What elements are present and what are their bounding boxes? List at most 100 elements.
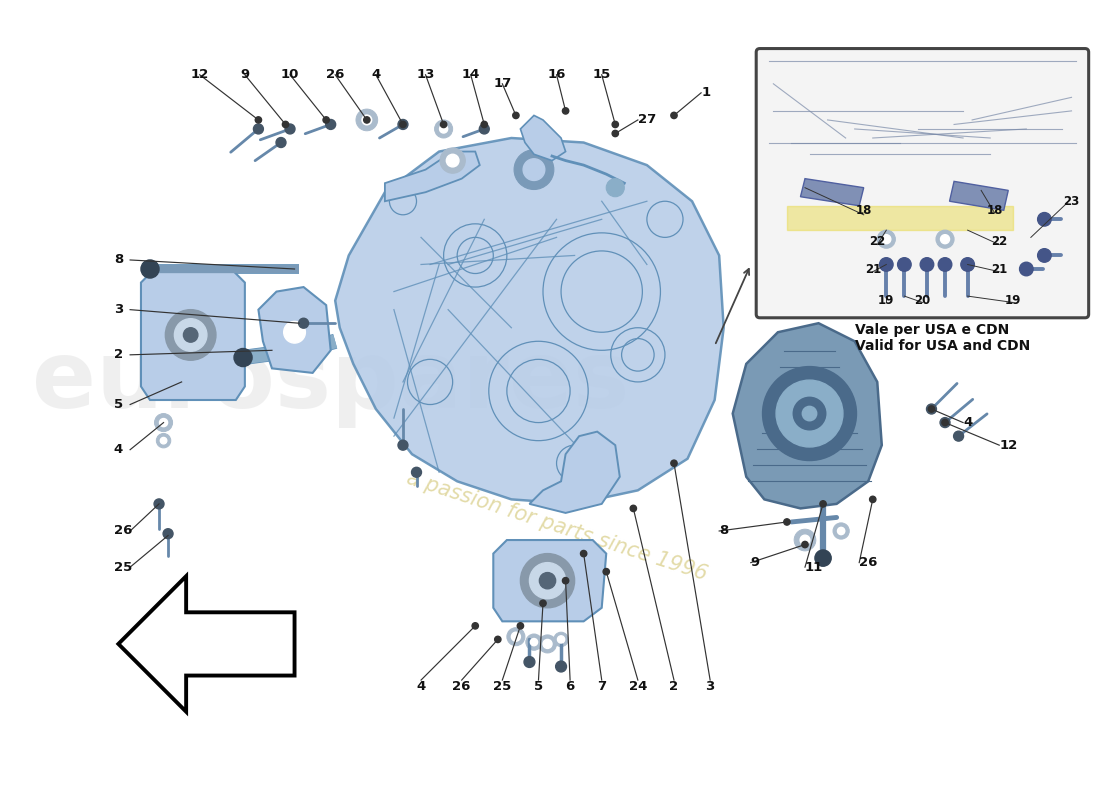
- Text: 4: 4: [417, 680, 426, 693]
- Circle shape: [481, 122, 487, 128]
- Circle shape: [298, 318, 309, 328]
- Polygon shape: [336, 138, 724, 504]
- Circle shape: [399, 122, 406, 128]
- Text: 20: 20: [914, 294, 931, 307]
- Polygon shape: [520, 115, 565, 161]
- Circle shape: [154, 414, 173, 432]
- Circle shape: [581, 550, 586, 557]
- Circle shape: [154, 499, 164, 509]
- FancyBboxPatch shape: [756, 49, 1089, 318]
- Circle shape: [507, 628, 525, 646]
- Text: 9: 9: [751, 556, 760, 569]
- Polygon shape: [493, 540, 606, 622]
- Circle shape: [553, 632, 569, 646]
- Text: 25: 25: [114, 561, 132, 574]
- Polygon shape: [258, 287, 331, 373]
- Circle shape: [543, 639, 552, 649]
- Circle shape: [398, 440, 408, 450]
- Polygon shape: [801, 178, 864, 206]
- Circle shape: [940, 418, 950, 427]
- Text: 19: 19: [878, 294, 894, 307]
- Circle shape: [440, 148, 465, 174]
- Text: 3: 3: [114, 303, 123, 316]
- Circle shape: [793, 398, 826, 430]
- Text: 7: 7: [597, 680, 606, 693]
- Text: 1: 1: [701, 86, 711, 99]
- Circle shape: [440, 122, 447, 128]
- Circle shape: [434, 120, 453, 138]
- Circle shape: [802, 406, 816, 421]
- Text: 3: 3: [705, 680, 715, 693]
- Circle shape: [928, 406, 935, 412]
- Circle shape: [837, 527, 845, 534]
- Circle shape: [513, 112, 519, 118]
- Circle shape: [411, 467, 421, 478]
- Circle shape: [762, 366, 857, 461]
- Circle shape: [253, 124, 263, 134]
- Circle shape: [160, 418, 167, 426]
- Text: 8: 8: [114, 254, 123, 266]
- Circle shape: [480, 124, 490, 134]
- Circle shape: [671, 460, 678, 466]
- Circle shape: [562, 578, 569, 584]
- Circle shape: [612, 122, 618, 128]
- Text: 24: 24: [629, 680, 647, 693]
- Text: 5: 5: [534, 680, 543, 693]
- Circle shape: [630, 506, 637, 511]
- Circle shape: [878, 230, 895, 248]
- Circle shape: [539, 573, 556, 589]
- Circle shape: [954, 431, 964, 441]
- Polygon shape: [141, 269, 245, 400]
- Text: Vale per USA e CDN: Vale per USA e CDN: [855, 323, 1009, 338]
- Text: 26: 26: [452, 680, 471, 693]
- Text: 4: 4: [114, 443, 123, 456]
- Circle shape: [938, 258, 952, 271]
- Circle shape: [558, 636, 564, 643]
- Circle shape: [833, 523, 849, 539]
- Circle shape: [512, 632, 520, 642]
- Text: 9: 9: [240, 68, 250, 82]
- Circle shape: [284, 322, 306, 343]
- Text: 4: 4: [371, 68, 381, 82]
- Circle shape: [936, 230, 954, 248]
- Circle shape: [165, 310, 216, 360]
- Circle shape: [539, 635, 557, 653]
- Circle shape: [447, 154, 459, 167]
- Circle shape: [898, 258, 911, 271]
- Circle shape: [364, 117, 370, 123]
- Circle shape: [940, 234, 949, 244]
- Circle shape: [175, 318, 207, 351]
- Circle shape: [603, 569, 609, 575]
- Circle shape: [156, 434, 170, 448]
- Circle shape: [362, 115, 372, 125]
- Text: 26: 26: [859, 556, 878, 569]
- Text: 26: 26: [114, 525, 132, 538]
- Polygon shape: [733, 323, 882, 509]
- Circle shape: [255, 117, 262, 123]
- Text: 13: 13: [417, 68, 434, 82]
- Text: 15: 15: [593, 68, 611, 82]
- Text: 16: 16: [548, 68, 565, 82]
- Circle shape: [234, 349, 252, 366]
- Text: a passion for parts since 1996: a passion for parts since 1996: [404, 468, 710, 585]
- Circle shape: [517, 622, 524, 629]
- Circle shape: [606, 178, 625, 197]
- Circle shape: [530, 638, 538, 646]
- Circle shape: [323, 117, 329, 123]
- Circle shape: [777, 380, 843, 447]
- Text: 21: 21: [991, 262, 1008, 275]
- Circle shape: [921, 258, 934, 271]
- Polygon shape: [385, 151, 480, 202]
- Text: 22: 22: [991, 235, 1008, 248]
- Circle shape: [1020, 262, 1033, 276]
- Polygon shape: [529, 432, 619, 513]
- Text: 10: 10: [280, 68, 299, 82]
- Circle shape: [161, 438, 167, 444]
- Text: 22: 22: [869, 235, 886, 248]
- Circle shape: [784, 519, 790, 525]
- Polygon shape: [949, 182, 1009, 210]
- Circle shape: [524, 158, 544, 181]
- Text: 19: 19: [1004, 294, 1021, 307]
- Circle shape: [356, 109, 377, 130]
- Circle shape: [815, 550, 832, 566]
